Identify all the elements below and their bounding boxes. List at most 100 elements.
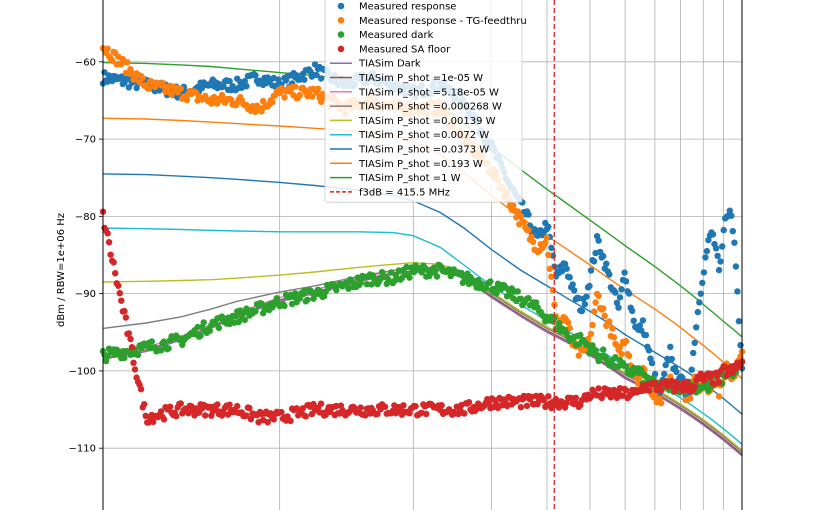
legend-entry: Measured response [337,2,456,13]
data-point [569,281,576,288]
data-point [590,258,598,265]
data-point [555,319,563,327]
y-tick-label: −90 [75,289,96,300]
data-point [273,295,281,302]
data-point [600,390,607,398]
y-tick-label: −110 [69,444,96,455]
data-point [630,317,637,324]
series-line-tiasim-p-shot-0-000268-w [102,265,743,453]
series-line-tiasim-p-shot-1e-05-w [102,268,743,455]
data-point [227,96,235,103]
data-point [485,400,492,407]
data-point [200,319,207,326]
data-point [241,77,248,85]
data-point [157,408,165,415]
data-point [658,387,665,394]
data-point [737,342,744,349]
y-axis-label: dBm / RBW=1e+06 Hz [56,213,67,327]
data-point [549,286,557,294]
data-point [545,223,552,230]
data-point [301,76,308,83]
data-point [281,94,288,101]
data-point [302,413,309,420]
data-point [438,402,445,409]
data-point [313,71,320,79]
data-point [545,393,552,400]
data-point [206,327,213,334]
data-point [317,400,325,407]
data-point [246,404,253,412]
data-point [166,403,174,410]
data-point [726,207,733,214]
legend-entry: TIASim P_shot =0.00139 W [330,116,496,127]
data-point [638,366,645,374]
data-point [461,410,468,417]
data-point [381,403,389,410]
data-point [141,401,148,408]
data-point [258,108,265,115]
data-point [673,368,680,376]
data-point [586,282,593,290]
data-point [662,361,669,369]
data-point [400,402,407,409]
data-point [546,265,553,272]
data-point [645,387,653,394]
grid [103,0,742,510]
data-point [658,399,665,407]
data-point [587,330,595,338]
data-point [732,263,740,270]
data-point [232,313,239,320]
data-point [735,318,743,325]
data-point [301,287,308,294]
data-point [540,397,547,404]
data-point [157,347,165,354]
legend-label: TIASim P_shot =0.000268 W [358,102,502,113]
data-point [688,366,695,373]
data-point [702,254,709,261]
data-point [177,400,184,407]
data-point [134,351,142,359]
data-point [310,295,317,302]
data-point [243,412,250,419]
legend-entry: f3dB = 415.5 MHz [330,187,450,198]
data-point [226,77,233,85]
data-point [600,305,607,312]
data-point [110,259,117,266]
data-point [606,271,613,278]
data-point [514,288,521,295]
data-point [145,85,152,92]
data-point [699,279,706,287]
data-point [622,278,630,285]
data-point [218,313,226,320]
series-measured-sa-floor [99,208,746,426]
data-point [121,354,128,361]
data-point [105,239,113,246]
data-point [642,331,650,339]
data-point [124,59,131,66]
data-point [719,243,726,250]
data-point [543,234,550,241]
legend-label: Measured response [359,2,456,13]
data-point [645,347,653,354]
data-point [374,410,381,417]
data-point [517,404,525,411]
data-point [514,208,521,215]
data-point [622,387,630,394]
data-point [357,404,364,411]
data-point [304,296,311,303]
legend-entry: TIASim P_shot =0.0072 W [330,130,489,141]
data-point [616,294,624,301]
series-line-tiasim-dark [102,269,743,457]
data-point [202,412,209,419]
data-point [592,299,599,306]
legend-entry: TIASim P_shot =5.18e-05 W [330,87,499,98]
data-point [252,72,259,79]
data-point [566,274,573,281]
data-point [458,269,465,277]
y-tick-label: −100 [69,366,96,377]
data-point [618,350,625,358]
data-point [668,355,675,363]
data-point [532,299,540,306]
data-point [571,287,578,294]
data-point [388,269,395,276]
